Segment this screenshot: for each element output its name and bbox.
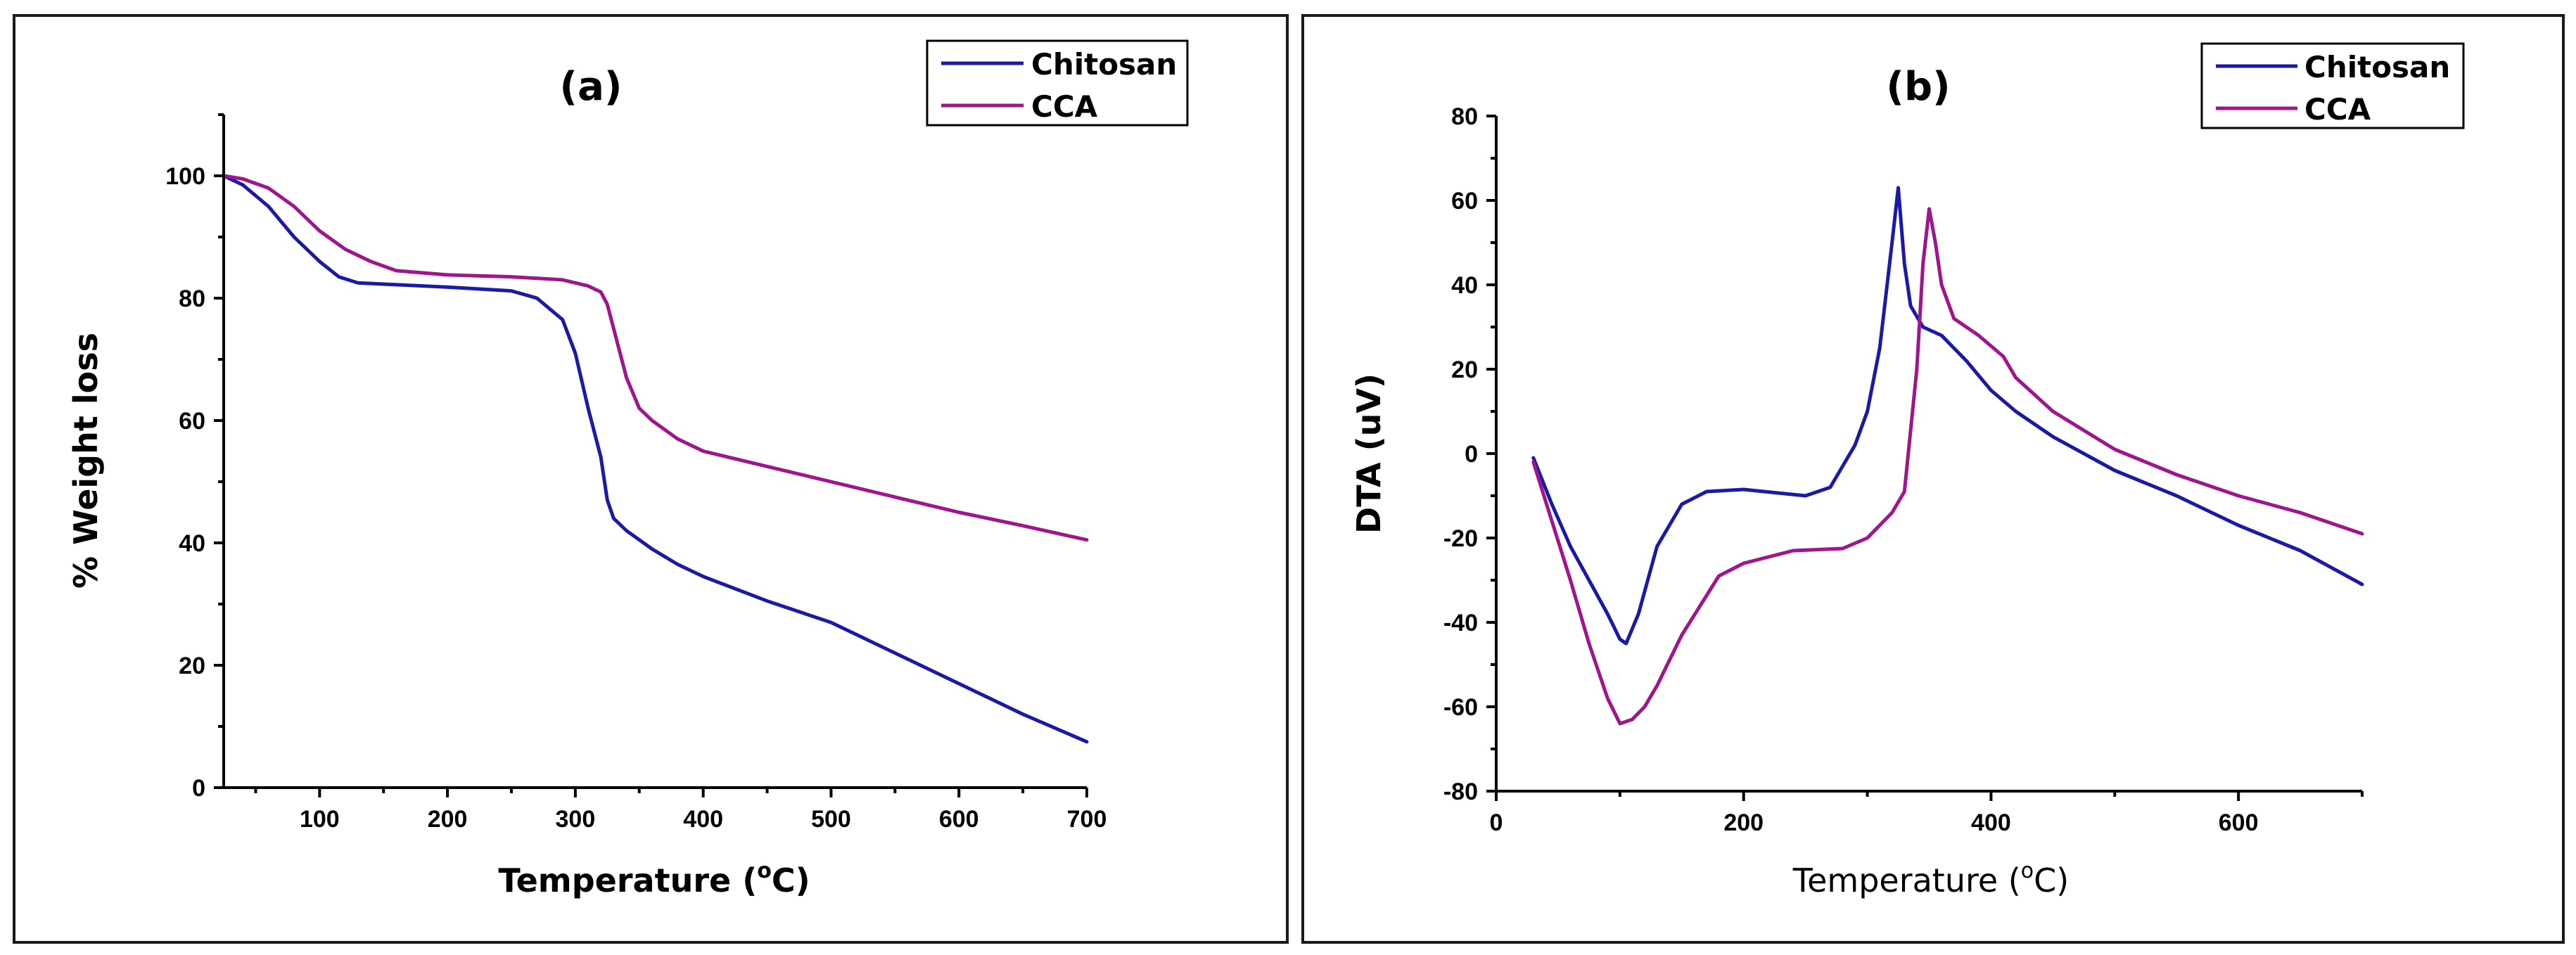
x-tick-label: 300 bbox=[556, 806, 596, 833]
panel-b-legend-label-chitosan: Chitosan bbox=[2304, 50, 2450, 84]
panel-b-y-axis-label: DTA (uV) bbox=[1350, 373, 1388, 534]
y-tick-label: 80 bbox=[179, 286, 205, 312]
x-tick-label: 600 bbox=[939, 806, 979, 833]
panel-b-legend: Chitosan CCA bbox=[2200, 42, 2465, 129]
x-tick-label: 100 bbox=[300, 806, 340, 833]
x-tick-label: 400 bbox=[683, 806, 723, 833]
panel-b-legend-box bbox=[2200, 42, 2465, 129]
panel-a-series bbox=[222, 174, 1089, 744]
panel-a-y-axis-label: % Weight loss bbox=[67, 333, 105, 589]
y-tick-label: 40 bbox=[179, 530, 205, 557]
panel-a: (a) 0 20 40 60 80 100 100 200 300 400 500 600 700 % … bbox=[13, 14, 1289, 944]
series-line-cca bbox=[222, 174, 1089, 542]
y-tick-label: 40 bbox=[1451, 272, 1478, 299]
y-tick-label: 20 bbox=[1451, 357, 1478, 383]
panel-a-title: (a) bbox=[560, 64, 623, 110]
panel-b-frame bbox=[1301, 14, 2565, 944]
panel-a-legend-label-cca: CCA bbox=[1031, 89, 1098, 124]
y-tick-label: -80 bbox=[1443, 778, 1478, 805]
x-tick-label: 200 bbox=[428, 806, 468, 833]
y-tick-label: 60 bbox=[179, 408, 205, 435]
y-tick-label: 0 bbox=[192, 775, 205, 802]
panel-a-ticks: 0 20 40 60 80 100 100 200 300 400 500 600 700 bbox=[165, 113, 1107, 833]
panel-a-x-axis-label: Temperature (oC) bbox=[498, 859, 810, 899]
y-tick-label: -20 bbox=[1443, 525, 1478, 552]
y-tick-label: 60 bbox=[1451, 188, 1478, 214]
x-tick-label: 500 bbox=[811, 806, 851, 833]
x-tick-label: 400 bbox=[1971, 809, 2011, 836]
panel-a-legend-label-chitosan: Chitosan bbox=[1031, 47, 1177, 82]
panel-b-series bbox=[1531, 186, 2364, 726]
y-tick-label: 0 bbox=[1465, 441, 1478, 468]
series-line-chitosan bbox=[1531, 186, 2364, 646]
y-tick-label: -40 bbox=[1443, 610, 1478, 636]
series-line-cca bbox=[1531, 207, 2364, 726]
y-tick-label: -60 bbox=[1443, 694, 1478, 721]
panel-b-x-axis-label: Temperature (oC) bbox=[1792, 859, 2069, 899]
x-tick-label: 200 bbox=[1723, 809, 1764, 836]
y-tick-label: 100 bbox=[165, 163, 205, 190]
panel-a-legend: Chitosan CCA bbox=[926, 39, 1189, 127]
y-tick-label: 20 bbox=[179, 653, 205, 679]
y-tick-label: 80 bbox=[1451, 103, 1478, 130]
panel-b-legend-label-cca: CCA bbox=[2304, 92, 2371, 127]
panel-b-title: (b) bbox=[1886, 64, 1950, 110]
series-line-chitosan bbox=[222, 174, 1089, 744]
x-tick-label: 0 bbox=[1490, 809, 1503, 836]
panel-a-frame bbox=[13, 14, 1289, 944]
panel-b: (b) -80 -60 -40 -20 0 20 40 60 80 0 200 400 600 DTA … bbox=[1301, 14, 2565, 944]
x-tick-label: 600 bbox=[2219, 809, 2259, 836]
panel-a-legend-box bbox=[926, 39, 1189, 127]
x-tick-label: 700 bbox=[1067, 806, 1107, 833]
